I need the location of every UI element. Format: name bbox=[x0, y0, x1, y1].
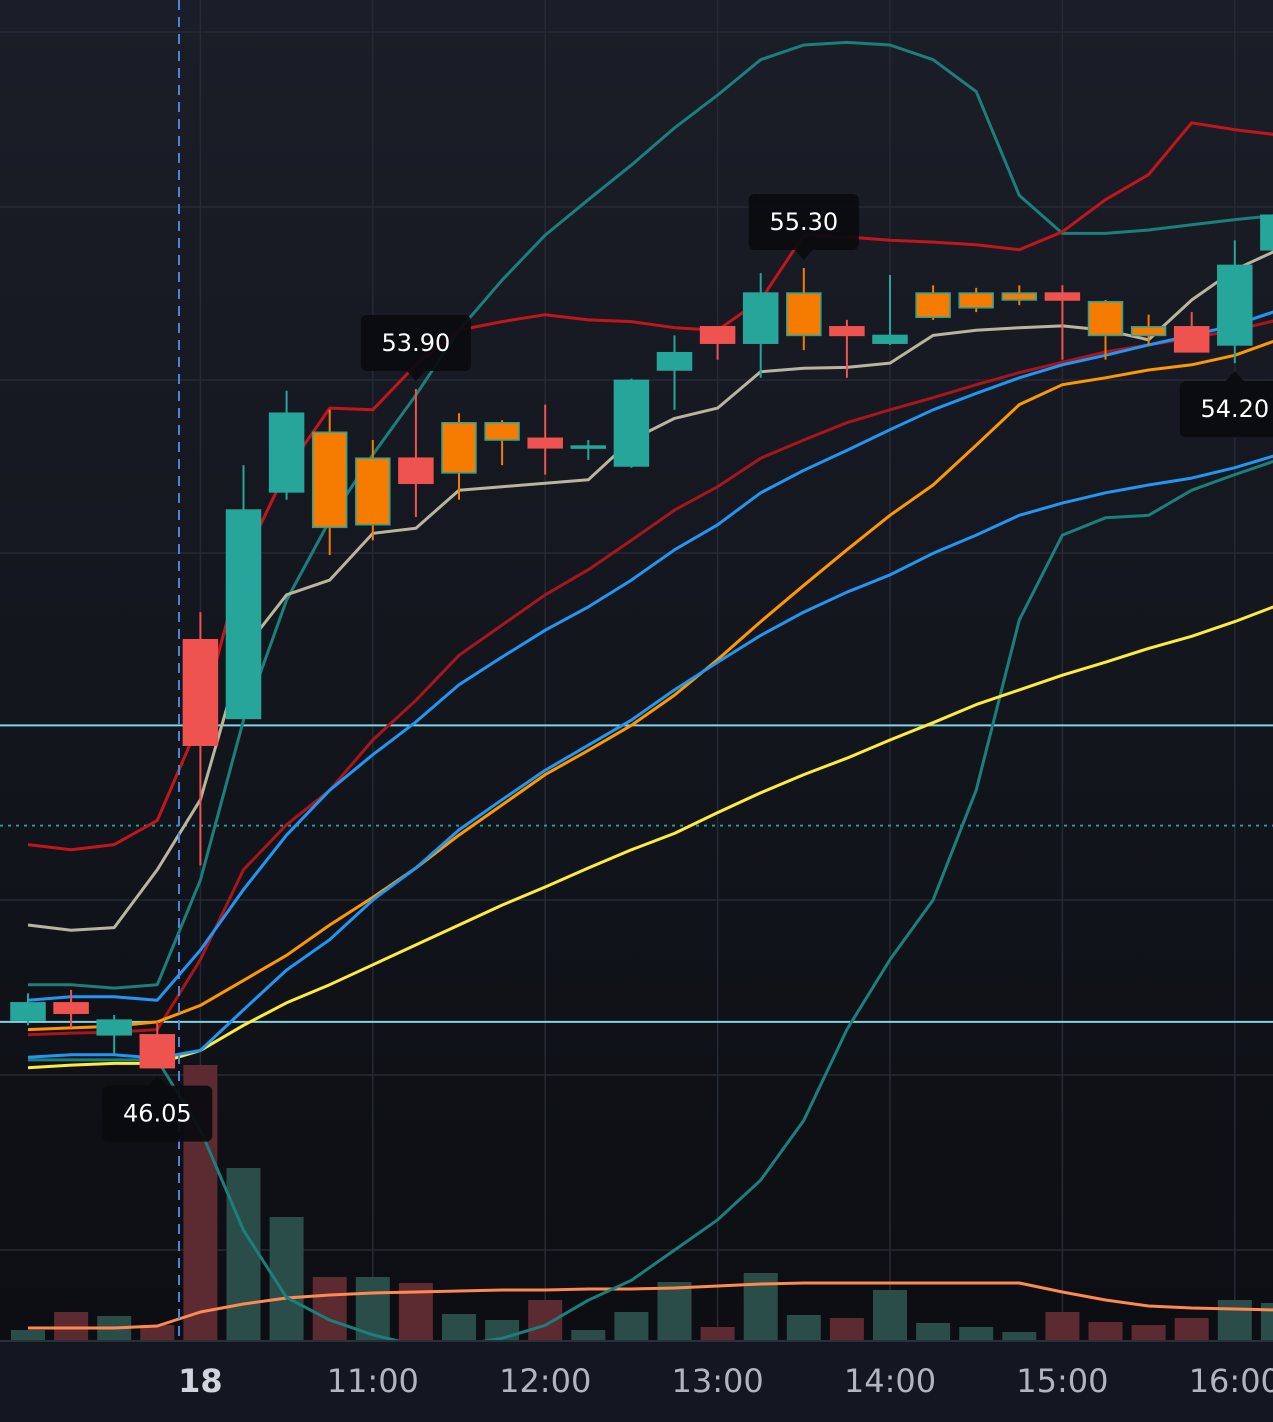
x-tick-label: 12:00 bbox=[499, 1362, 591, 1400]
candle-body bbox=[441, 421, 477, 474]
volume-bar bbox=[1260, 1303, 1273, 1340]
price-label-pointer bbox=[794, 250, 813, 260]
volume-bar bbox=[1002, 1332, 1037, 1340]
candle-body bbox=[656, 351, 693, 371]
volume-bar bbox=[873, 1290, 907, 1340]
volume-bar bbox=[614, 1312, 649, 1340]
indicator-line bbox=[27, 605, 1273, 1070]
candle-body bbox=[182, 638, 219, 746]
candle-body bbox=[355, 457, 391, 526]
price-labels: 53.90 55.30 46.05 54.20 bbox=[102, 194, 1273, 1142]
indicator-line bbox=[27, 310, 1273, 1002]
indicator-line bbox=[27, 339, 1273, 1032]
volume-bar bbox=[226, 1168, 261, 1340]
indicator-line bbox=[27, 319, 1273, 1037]
x-tick-label: 13:00 bbox=[671, 1362, 763, 1400]
volume-bar bbox=[11, 1330, 45, 1340]
indicator-line bbox=[27, 454, 1273, 1060]
volume-bar bbox=[312, 1277, 347, 1340]
candle-body bbox=[311, 431, 348, 529]
x-tick-label: 11:00 bbox=[327, 1362, 419, 1400]
candle-body bbox=[570, 445, 607, 449]
candle-body bbox=[915, 292, 951, 319]
volume-bar bbox=[1088, 1322, 1123, 1340]
x-tick-label: 15:00 bbox=[1016, 1362, 1108, 1400]
x-tick-label: 16:00 bbox=[1189, 1362, 1273, 1400]
candle-body bbox=[268, 412, 305, 493]
volume-bar bbox=[657, 1282, 692, 1340]
candle-body bbox=[1173, 326, 1210, 353]
volume-bar bbox=[829, 1318, 864, 1340]
candle-body bbox=[527, 437, 563, 449]
candle-body bbox=[1130, 326, 1167, 337]
candle-body bbox=[53, 1002, 89, 1014]
candle-body bbox=[1001, 292, 1038, 301]
candle-body bbox=[699, 326, 736, 344]
price-label-box bbox=[360, 315, 471, 372]
candle-body bbox=[10, 1002, 46, 1021]
candle-body bbox=[958, 292, 994, 309]
time-axis-background bbox=[0, 1340, 1273, 1422]
price-label-box bbox=[1179, 381, 1273, 438]
volume-ma-line bbox=[28, 1281, 1273, 1330]
candle-body bbox=[742, 292, 779, 344]
price-label: 46.05 bbox=[123, 1100, 192, 1128]
volume-bar bbox=[786, 1315, 821, 1340]
candle-body bbox=[613, 379, 650, 467]
volume-bar bbox=[700, 1327, 735, 1340]
price-label: 54.20 bbox=[1200, 395, 1269, 423]
candle-body bbox=[484, 421, 520, 441]
x-tick-label: 14:00 bbox=[844, 1362, 936, 1400]
volume-bar bbox=[1174, 1318, 1209, 1340]
x-tick-label: 18 bbox=[178, 1362, 223, 1400]
candle-body bbox=[872, 334, 908, 344]
candle-body bbox=[139, 1034, 176, 1069]
time-axis: 18 11:00 12:00 13:00 14:00 15:00 16:00 bbox=[178, 1362, 1273, 1400]
volume-bar bbox=[1131, 1325, 1166, 1340]
volume-bar bbox=[916, 1323, 951, 1340]
candle-body bbox=[1260, 214, 1273, 251]
volume-bar bbox=[1045, 1312, 1080, 1340]
price-label-pointer bbox=[148, 1075, 167, 1086]
volume-bar bbox=[1217, 1300, 1252, 1340]
volume-bar bbox=[571, 1330, 606, 1340]
price-label: 55.30 bbox=[769, 208, 838, 236]
price-label: 53.90 bbox=[382, 329, 451, 357]
candle-body bbox=[398, 457, 434, 485]
candle-body bbox=[1044, 292, 1081, 301]
price-label-box bbox=[102, 1085, 213, 1142]
volume-bar bbox=[442, 1314, 476, 1340]
price-label-pointer bbox=[1225, 371, 1244, 382]
volume-bar bbox=[959, 1327, 994, 1340]
candle-body bbox=[225, 509, 262, 720]
price-label-box bbox=[748, 194, 859, 250]
volume-bar bbox=[54, 1312, 89, 1340]
indicator-line bbox=[28, 459, 1273, 1340]
volume-bar bbox=[140, 1325, 175, 1340]
candle-body bbox=[786, 292, 822, 337]
indicator-line bbox=[28, 40, 1273, 990]
candle-body bbox=[1087, 300, 1124, 337]
candle-body bbox=[829, 326, 865, 337]
candle-body bbox=[96, 1019, 132, 1036]
price-label-pointer bbox=[406, 371, 425, 382]
plot-area bbox=[0, 40, 1273, 1340]
candle-body bbox=[1217, 264, 1253, 346]
